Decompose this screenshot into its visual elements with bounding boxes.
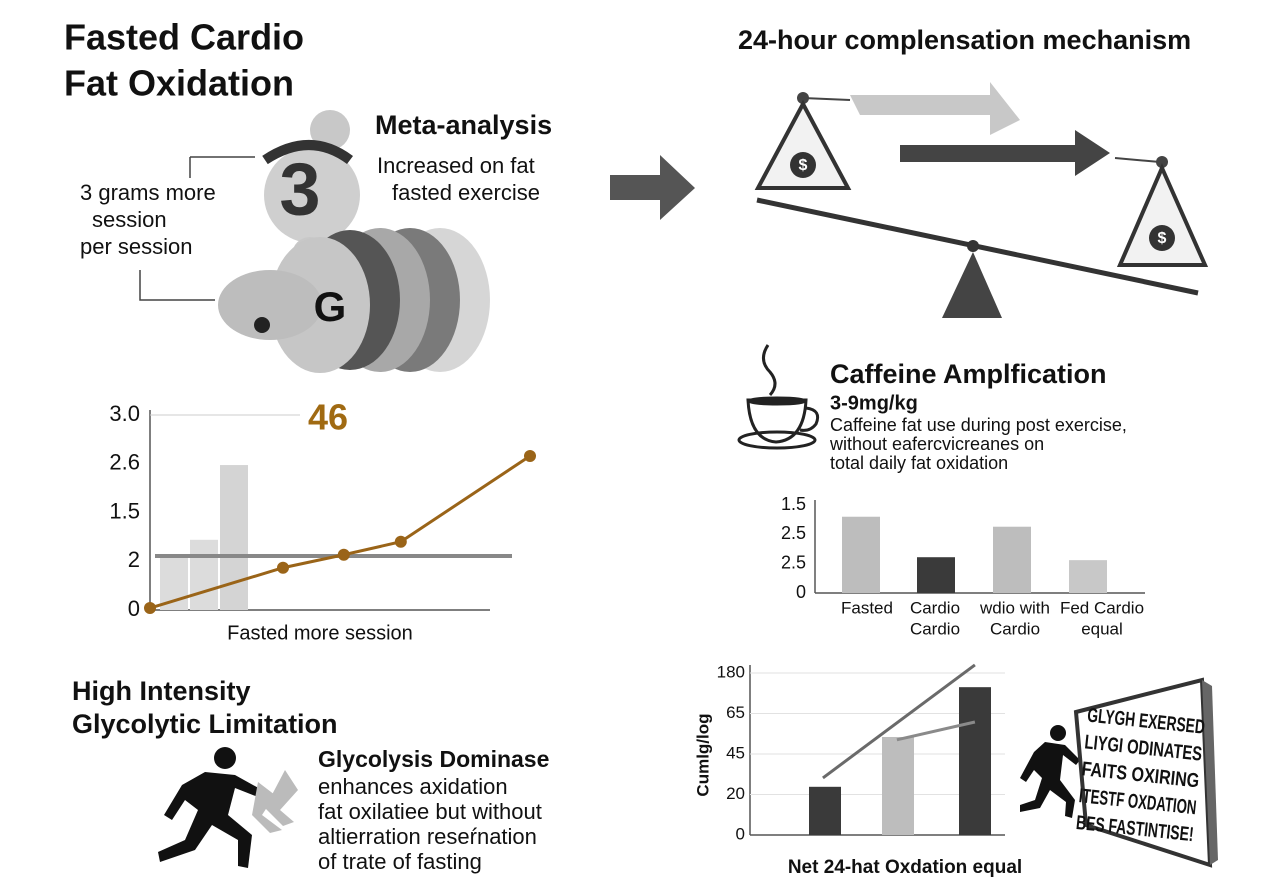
point bbox=[394, 535, 407, 548]
y-tick-label: 1.5 bbox=[781, 494, 806, 514]
arrow bbox=[610, 155, 695, 220]
glycolytic-line: of trate of fasting bbox=[318, 849, 482, 874]
point bbox=[144, 602, 156, 615]
line bbox=[822, 663, 976, 780]
x-tick-label: Fasted bbox=[841, 598, 893, 617]
glycolytic-line: fat oxilatiee but without bbox=[318, 799, 542, 824]
emblem-letter: G bbox=[314, 283, 347, 330]
caffeine-dose: 3-9mg/kg bbox=[830, 392, 918, 414]
y-axis-label: Cumlg/log bbox=[693, 713, 712, 796]
y-tick-label: 0 bbox=[736, 824, 745, 843]
y-tick-label: 180 bbox=[717, 662, 745, 681]
line bbox=[896, 720, 976, 742]
meta-line: Increased on fat bbox=[377, 153, 535, 178]
title: Fasted Cardio bbox=[64, 17, 304, 58]
callout-line: 3 grams more bbox=[80, 180, 216, 205]
highlight-value: 46 bbox=[308, 397, 348, 438]
x-tick-label: Cardio bbox=[910, 619, 960, 638]
y-tick-label: 2.6 bbox=[109, 450, 140, 475]
caffeine-title: Caffeine Amplfication bbox=[830, 359, 1107, 389]
y-tick-label: 2.5 bbox=[781, 523, 806, 543]
meta-heading: Meta-analysis bbox=[375, 110, 552, 140]
y-tick-label: 45 bbox=[726, 743, 745, 762]
y-tick-label: 2 bbox=[128, 547, 140, 572]
x-axis-label: Fasted more session bbox=[227, 622, 413, 644]
y-tick-label: 3.0 bbox=[109, 401, 140, 426]
callout-line: session bbox=[92, 207, 167, 232]
bar bbox=[1069, 560, 1107, 593]
coffee-icon bbox=[737, 344, 820, 450]
bar bbox=[882, 736, 914, 835]
bar bbox=[917, 557, 955, 593]
point bbox=[524, 449, 536, 462]
numeral: 3 bbox=[279, 148, 320, 231]
x-tick-label: equal bbox=[1081, 619, 1123, 638]
runner-icon bbox=[1020, 725, 1080, 818]
x-axis-label: Net 24-hat Oxdation equal bbox=[788, 857, 1022, 878]
svg-text:$: $ bbox=[1158, 230, 1167, 247]
bar bbox=[842, 516, 880, 593]
bar bbox=[220, 465, 248, 610]
point bbox=[277, 561, 289, 574]
x-tick-label: Fed Cardio bbox=[1060, 598, 1144, 617]
x-tick-label: wdio with bbox=[979, 598, 1050, 617]
y-tick-label: 0 bbox=[128, 596, 140, 621]
y-tick-label: 0 bbox=[796, 582, 806, 602]
caffeine-line: total daily fat oxidation bbox=[830, 453, 1008, 473]
runner-icon bbox=[158, 747, 298, 868]
title: Fat Oxidation bbox=[64, 63, 294, 104]
bar bbox=[959, 687, 991, 835]
bar bbox=[993, 526, 1031, 593]
y-tick-label: 65 bbox=[726, 703, 745, 722]
balance-scale: $ $ bbox=[754, 82, 1209, 318]
bar bbox=[190, 539, 218, 610]
sign-board bbox=[1073, 677, 1218, 868]
callout-line: per session bbox=[80, 234, 193, 259]
x-tick-label: Cardio bbox=[910, 598, 960, 617]
compensation-title: 24-hour complensation mechanism bbox=[738, 25, 1191, 55]
caffeine-line: without eafercvicreanes on bbox=[829, 434, 1044, 454]
point bbox=[337, 548, 350, 561]
x-tick-label: Cardio bbox=[990, 619, 1040, 638]
glycolytic-title: High Intensity bbox=[72, 676, 251, 706]
y-tick-label: 20 bbox=[726, 784, 745, 803]
svg-text:$: $ bbox=[799, 157, 808, 174]
meta-line: fasted exercise bbox=[392, 180, 540, 205]
y-tick-label: 1.5 bbox=[109, 498, 140, 523]
caffeine-line: Caffeine fat use during post exercise, bbox=[830, 415, 1127, 435]
glycolytic-subtitle: Glycolysis Dominase bbox=[318, 746, 549, 772]
glycolytic-line: enhances axidation bbox=[318, 774, 508, 799]
y-tick-label: 2.5 bbox=[781, 552, 806, 572]
bar bbox=[809, 786, 841, 835]
glycolytic-line: altierration reseŕnation bbox=[318, 824, 537, 849]
glycolytic-title: Glycolytic Limitation bbox=[72, 709, 338, 739]
emblem: G bbox=[139, 110, 490, 373]
